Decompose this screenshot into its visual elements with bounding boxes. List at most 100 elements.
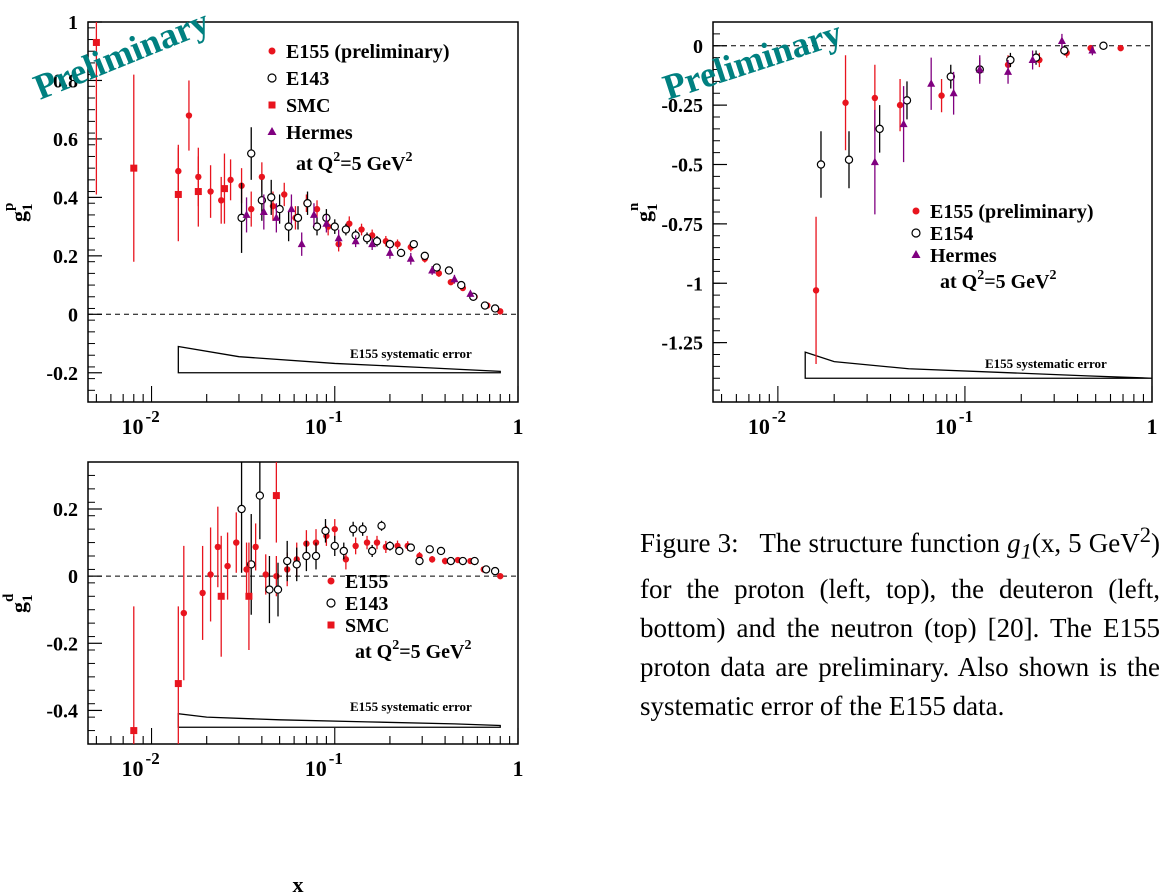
neutron-ytick-label: -0.5	[671, 155, 703, 177]
deuteron-syserr-label: E155 systematic error	[350, 699, 472, 714]
proton-point-hermes	[287, 204, 296, 213]
proton-point-e155	[248, 205, 255, 213]
deuteron-point-open	[339, 546, 348, 556]
proton-point-hermes	[322, 219, 331, 227]
proton-xtick-label: 1	[513, 414, 524, 439]
legend-note: at Q2=5 GeV2	[940, 268, 1057, 293]
neutron-syserr-band	[804, 351, 1153, 379]
proton-point-e155	[207, 188, 214, 195]
proton-point-open	[330, 222, 339, 231]
proton-point-e155	[258, 173, 266, 181]
deuteron-point-e155	[262, 571, 269, 578]
deuteron-ytick-label: -0.2	[46, 633, 78, 655]
proton-point-e155	[435, 270, 443, 277]
deuteron-point-open	[415, 556, 424, 566]
deuteron-point-smc	[217, 592, 225, 600]
neutron-ytick-label: 0	[693, 36, 703, 58]
neutron-xtick-label: 10	[748, 414, 770, 439]
deuteron-point-open	[385, 541, 395, 551]
deuteron-point-open	[273, 585, 283, 594]
legend-entry: Hermes	[930, 245, 997, 267]
proton-ytick-label: 0.8	[53, 70, 78, 92]
legend-note: at Q2=5 GeV2	[355, 638, 472, 663]
neutron-data	[812, 33, 1124, 364]
deuteron-point-open	[377, 521, 386, 530]
deuteron-point-e155	[331, 525, 338, 533]
proton-point-e155	[185, 112, 193, 119]
deuteron-point-e155	[243, 566, 250, 573]
legend-marker-e155	[268, 47, 276, 55]
deuteron-xtick-label: 10	[122, 756, 144, 781]
deuteron-point-open	[348, 524, 358, 534]
caption-part-1: Figure 3: The structure function	[640, 528, 1008, 558]
deuteron-point-e155	[363, 539, 371, 546]
proton-point-open	[284, 222, 293, 231]
legend-marker-smc	[268, 101, 276, 109]
deuteron-ylabel-sup: d	[1, 593, 17, 602]
deuteron-point-open	[282, 556, 292, 566]
neutron-point-hermes	[1057, 36, 1066, 44]
proton-point-open	[341, 225, 351, 234]
legend-marker-hermes	[267, 127, 277, 135]
caption-formula-args: (x, 5 GeV	[1031, 528, 1140, 558]
proton-xtick-label: 10	[305, 414, 327, 439]
proton-xtick-label-exp: -2	[146, 407, 160, 426]
deuteron-point-smc	[130, 727, 138, 735]
proton-point-hermes	[242, 210, 251, 218]
proton-point-smc	[92, 38, 100, 46]
deuteron-point-open	[311, 551, 321, 561]
proton-point-hermes	[385, 248, 394, 256]
legend-entry: SMC	[286, 95, 330, 117]
neutron-xtick-label: 10	[935, 414, 957, 439]
deuteron-xtick-label: 10	[305, 756, 327, 781]
deuteron-ylabel-sub: 1	[20, 595, 36, 603]
proton-point-smc	[174, 190, 182, 198]
proton-point-open	[409, 239, 419, 249]
proton-point-e155	[358, 226, 365, 233]
deuteron-point-open	[367, 546, 377, 556]
neutron-point-hermes	[949, 88, 958, 97]
deuteron-point-open	[321, 526, 330, 536]
neutron-point-open	[946, 72, 955, 81]
deuteron-point-e155	[199, 589, 206, 597]
proton-xtick-label-exp: -1	[329, 407, 343, 426]
deuteron-point-e155	[233, 539, 240, 546]
deuteron-point-smc	[174, 680, 182, 688]
deuteron-point-open	[330, 541, 339, 551]
legend-marker-open	[267, 73, 277, 83]
proton-syserr-band	[177, 345, 501, 374]
proton-point-smc	[130, 164, 138, 172]
legend-entry: E155	[345, 571, 388, 593]
proton-point-hermes	[351, 236, 360, 245]
legend-entry: E154	[930, 223, 973, 245]
deuteron-point-e155	[352, 542, 359, 550]
deuteron-ylabel-main: g	[6, 602, 31, 613]
figure-caption: Figure 3: The structure function g1(x, 5…	[640, 515, 1160, 726]
proton-point-open	[275, 204, 284, 214]
deuteron-syserr-band	[177, 713, 501, 728]
deuteron-point-open	[446, 556, 456, 566]
deuteron-point-open	[237, 504, 246, 514]
deuteron-xtick-label: 1	[513, 756, 524, 781]
proton-point-open	[372, 237, 382, 246]
legend-marker-hermes	[911, 250, 921, 258]
proton-point-e155	[227, 176, 234, 184]
neutron-ylabel-sup: n	[626, 202, 642, 211]
proton-point-open	[457, 280, 466, 290]
neutron-ytick-label: -0.75	[661, 214, 703, 236]
proton-ylabel-sup: p	[1, 203, 17, 211]
proton-point-open	[362, 234, 372, 243]
proton-point-open	[444, 266, 454, 275]
proton-point-open	[293, 213, 303, 223]
proton-data	[92, 22, 504, 315]
neutron-ylabel-main: g	[631, 211, 656, 222]
deuteron-point-e155	[497, 572, 504, 580]
deuteron-point-e155	[373, 539, 381, 546]
deuteron-ytick-label: 0	[68, 566, 78, 588]
proton-ytick-label: 0.6	[53, 129, 78, 151]
caption-formula-sup: 2	[1139, 522, 1151, 547]
deuteron-ylabel: g1d	[1, 593, 36, 613]
legend-marker-open	[911, 228, 921, 238]
